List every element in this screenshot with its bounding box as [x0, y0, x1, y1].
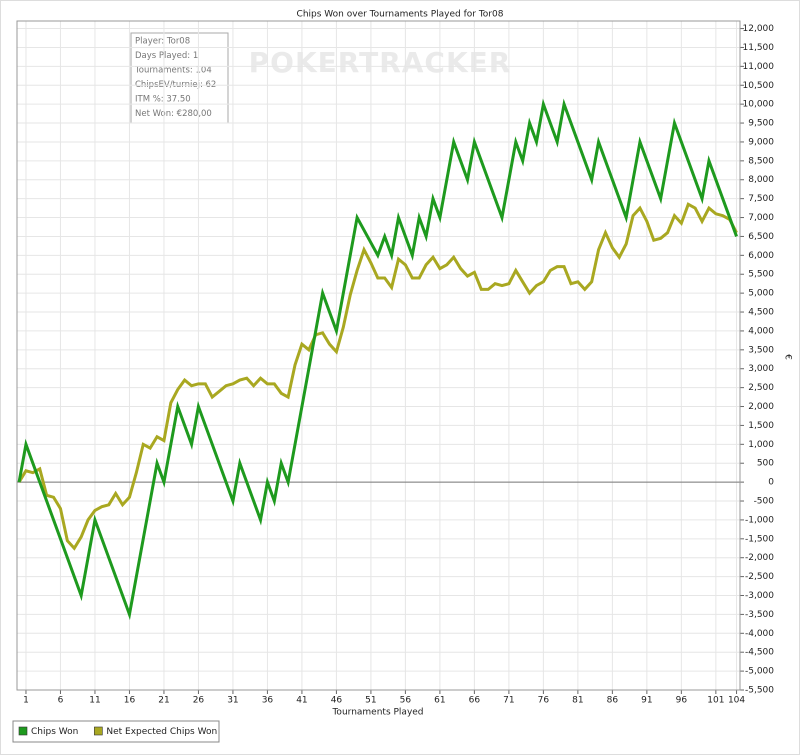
x-tick-label: 66 [469, 696, 481, 706]
tooltip-line: Player: Tor08 [135, 37, 190, 47]
tooltip-line: Tournaments: 104 [134, 66, 212, 76]
y-tick-label: 11,500 [743, 43, 775, 53]
tooltip-line: Days Played: 1 [135, 51, 198, 61]
x-tick-label: 71 [503, 696, 514, 706]
x-tick-label: 6 [58, 696, 64, 706]
x-tick-label: 76 [538, 696, 550, 706]
x-tick-label: 1 [23, 696, 29, 706]
y-tick-label: 8,000 [748, 175, 774, 185]
y-tick-label: 10,000 [743, 100, 775, 110]
series-line [17, 98, 738, 621]
y-tick-label: 4,500 [748, 308, 774, 318]
y-tick-label: 2,000 [748, 402, 774, 412]
y-tick-label: 5,000 [748, 289, 774, 299]
x-tick-label: 86 [607, 696, 619, 706]
y-tick-label: -500 [754, 497, 775, 507]
y-tick-label: -5,000 [745, 667, 774, 677]
x-axis-label: Tournaments Played [331, 708, 423, 718]
x-tick-label: 16 [124, 696, 136, 706]
x-tick-label: 104 [728, 696, 745, 706]
x-tick-label: 11 [89, 696, 100, 706]
legend-swatch [18, 726, 28, 736]
x-tick-label: 51 [365, 696, 376, 706]
legend-label: Chips Won [31, 727, 78, 737]
x-tick-label: 91 [641, 696, 652, 706]
y-axis-label: € [783, 354, 793, 360]
x-tick-label: 36 [262, 696, 274, 706]
y-tick-label: 500 [757, 459, 774, 469]
y-tick-label: 6,000 [748, 251, 774, 261]
x-tick-label: 46 [331, 696, 343, 706]
y-tick-label: 7,500 [748, 194, 774, 204]
y-tick-label: 4,000 [748, 326, 774, 336]
x-tick-label: 61 [434, 696, 445, 706]
y-tick-label: 10,500 [743, 81, 775, 91]
y-tick-label: -1,500 [745, 534, 774, 544]
y-tick-label: 1,500 [748, 421, 774, 431]
tooltip-box [130, 32, 229, 124]
y-tick-label: 12,000 [743, 24, 775, 34]
y-tick-label: 5,500 [748, 270, 774, 280]
x-tick-label: 21 [158, 696, 169, 706]
tooltip: Player: Tor08 Days Played: 1 Tournaments: … [130, 32, 229, 124]
y-tick-label: 1,000 [748, 440, 774, 450]
y-tick-label: -2,500 [745, 572, 774, 582]
y-tick-label: -4,000 [745, 629, 774, 639]
y-tick-label: 3,500 [748, 345, 774, 355]
y-tick-label: 8,500 [748, 156, 774, 166]
y-tick-label: 9,000 [748, 137, 774, 147]
legend [12, 720, 220, 743]
x-tick-label: 101 [707, 696, 724, 706]
y-tick-label: 9,500 [748, 119, 774, 129]
y-tick-label: 7,000 [748, 213, 774, 223]
plot-area [16, 20, 741, 691]
legend-label: Net Expected Chips Won [106, 727, 217, 737]
tooltip-line: ITM %: 37.50 [135, 95, 191, 105]
x-tick-label: 26 [193, 696, 205, 706]
y-tick-label: -1,000 [745, 515, 774, 525]
series-line [17, 202, 738, 551]
y-tick-label: 2,500 [748, 383, 774, 393]
y-tick-label: -4,500 [745, 648, 774, 658]
y-tick-label: -3,000 [745, 591, 774, 601]
legend-swatch [94, 726, 103, 736]
y-tick-label: -3,500 [745, 610, 774, 620]
watermark: POKERTRACKER [249, 46, 512, 79]
y-tick-label: 3,000 [748, 364, 774, 374]
chart-title: Chips Won over Tournaments Played for To… [297, 10, 504, 20]
y-tick-label: 6,500 [748, 232, 774, 242]
y-tick-label: 0 [768, 478, 774, 488]
x-tick-label: 31 [227, 696, 238, 706]
x-tick-label: 81 [572, 696, 583, 706]
y-tick-label: 11,000 [743, 62, 775, 72]
x-tick-label: 41 [296, 696, 307, 706]
y-tick-label: -2,000 [745, 553, 774, 563]
tooltip-line: Net Won: €280,00 [135, 109, 212, 119]
x-tick-label: 56 [400, 696, 412, 706]
x-tick-label: 96 [676, 696, 688, 706]
y-tick-label: -5,500 [745, 686, 774, 696]
